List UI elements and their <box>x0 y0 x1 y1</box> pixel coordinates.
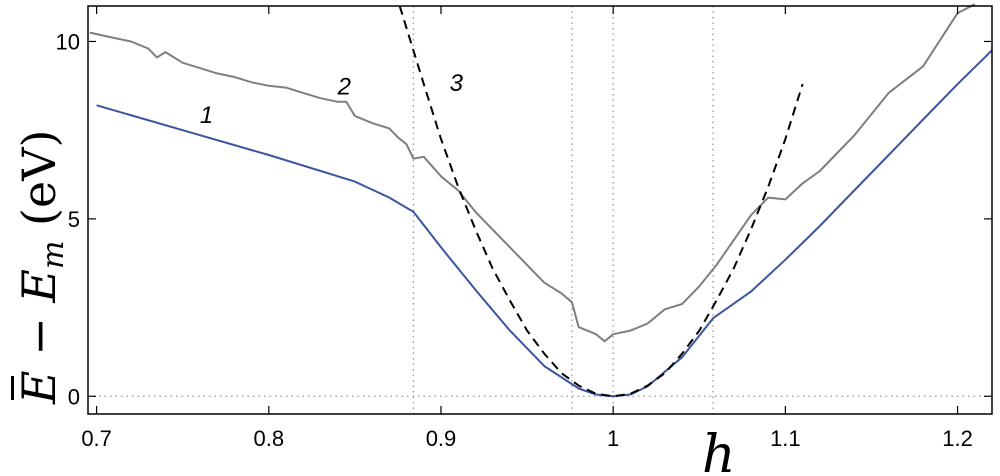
series-line-3 <box>398 5 804 398</box>
curve-label-2: 2 <box>337 74 351 101</box>
series-layer <box>89 3 993 398</box>
y-axis-title-e: E <box>12 269 66 304</box>
y-axis-title: E − Em (eV) <box>11 130 71 405</box>
y-axis-title-bar-accent <box>11 376 14 400</box>
y-axis-title-e-bar: E <box>12 370 66 405</box>
svg-text:E − Em (eV): E − Em (eV) <box>12 130 71 405</box>
y-tick-label: 5 <box>68 207 80 232</box>
x-axis-title: h <box>702 425 736 476</box>
x-tick-label: 0.9 <box>426 426 457 451</box>
curve-labels: 1 2 3 <box>200 70 464 129</box>
y-axis-title-subscript: m <box>36 241 71 269</box>
y-tick-label: 0 <box>68 384 80 409</box>
axis-ticks: 0.7 0.8 0.9 1 1.1 1.2 0 5 10 <box>56 6 992 451</box>
x-tick-label: 0.8 <box>254 426 285 451</box>
x-tick-label: 1.2 <box>942 426 973 451</box>
y-axis-title-minus: − <box>12 303 66 371</box>
y-axis-title-units: (eV) <box>12 130 66 241</box>
series-line-1 <box>96 49 993 398</box>
reference-lines <box>88 6 992 414</box>
series-line-2 <box>89 3 976 343</box>
curve-label-1: 1 <box>200 102 213 129</box>
curve-label-3: 3 <box>450 70 464 97</box>
x-tick-label: 0.7 <box>81 426 112 451</box>
plot-area-frame <box>87 5 993 415</box>
y-tick-label: 10 <box>56 29 80 54</box>
x-tick-label: 1.1 <box>770 426 801 451</box>
x-tick-label: 1 <box>607 426 619 451</box>
